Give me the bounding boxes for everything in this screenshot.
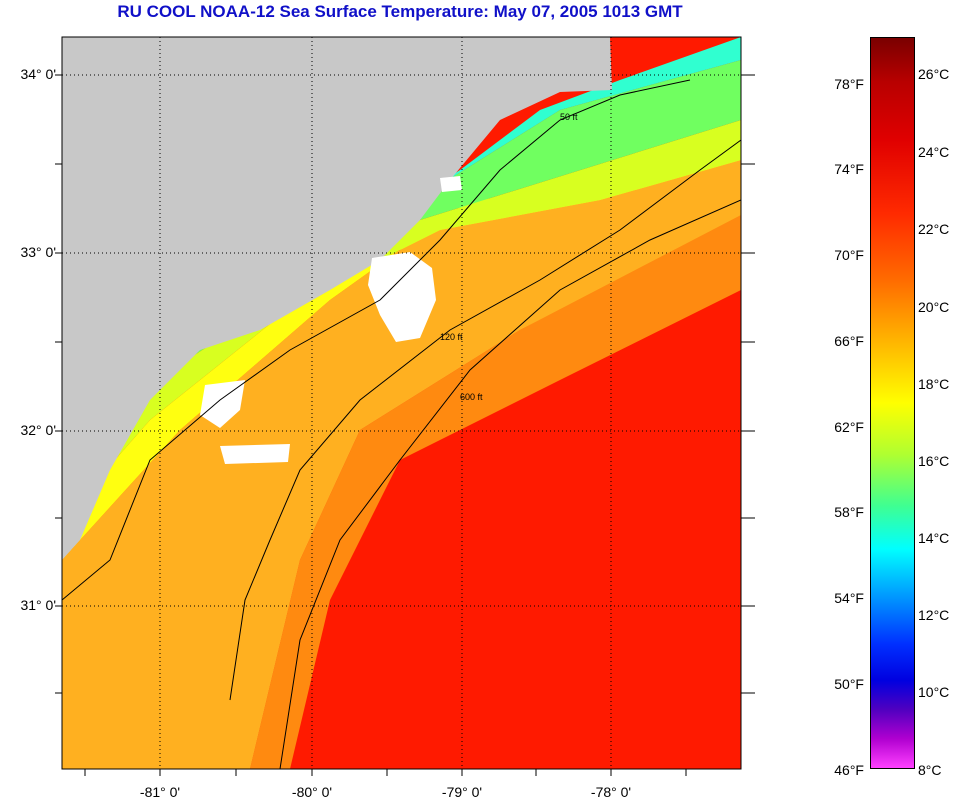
colorbar-c-label: 18°C	[918, 376, 950, 392]
contour-label: 50 ft	[560, 112, 578, 122]
colorbar-f-label: 70°F	[834, 247, 864, 263]
axis-ticks	[55, 74, 755, 776]
map-frame	[61, 36, 742, 770]
contour-120ft	[229, 139, 741, 701]
colorbar-c-label: 8°C	[918, 762, 942, 778]
contour-50ft	[62, 79, 691, 601]
lat-label: 34° 0'	[20, 66, 56, 82]
colorbar-f-label: 74°F	[834, 161, 864, 177]
lat-label: 31° 0'	[20, 597, 56, 613]
lon-label: -80° 0'	[291, 784, 333, 800]
colorbar-c-label: 26°C	[918, 66, 950, 82]
lat-label: 33° 0'	[20, 244, 56, 260]
contour-600ft	[279, 199, 741, 769]
land	[62, 37, 612, 560]
colorbar-f-label: 62°F	[834, 419, 864, 435]
lon-label: -78° 0'	[590, 784, 632, 800]
colorbar-c-label: 20°C	[918, 299, 950, 315]
cloud-patch	[200, 380, 245, 428]
colorbar-f-label: 54°F	[834, 590, 864, 606]
ocean-cyan-north	[400, 37, 741, 210]
cloud-patch	[368, 252, 436, 342]
colorbar-f-label: 50°F	[834, 676, 864, 692]
colorbar-c-label: 14°C	[918, 530, 950, 546]
lat-label: 32° 0'	[20, 422, 56, 438]
colorbar-c-label: 22°C	[918, 221, 950, 237]
colorbar-c-label: 10°C	[918, 684, 950, 700]
colorbar-f-label: 66°F	[834, 333, 864, 349]
colorbar-c-label: 12°C	[918, 607, 950, 623]
cloud-patch	[440, 176, 462, 192]
colorbar-f-label: 78°F	[834, 76, 864, 92]
map-title: RU COOL NOAA-12 Sea Surface Temperature:…	[117, 2, 683, 21]
colorbar-c-label: 16°C	[918, 453, 950, 469]
colorbar	[870, 37, 915, 769]
cloud-patch	[220, 444, 290, 464]
lon-label: -79° 0'	[441, 784, 483, 800]
colorbar-c-label: 24°C	[918, 144, 950, 160]
contour-label: 120 ft	[440, 332, 463, 342]
ocean-orange-band	[250, 210, 741, 769]
colorbar-f-label: 58°F	[834, 504, 864, 520]
colorbar-f-label: 46°F	[834, 762, 864, 778]
lon-label: -81° 0'	[139, 784, 181, 800]
ocean-orange-upper	[62, 140, 741, 769]
contour-label: 600 ft	[460, 392, 483, 402]
